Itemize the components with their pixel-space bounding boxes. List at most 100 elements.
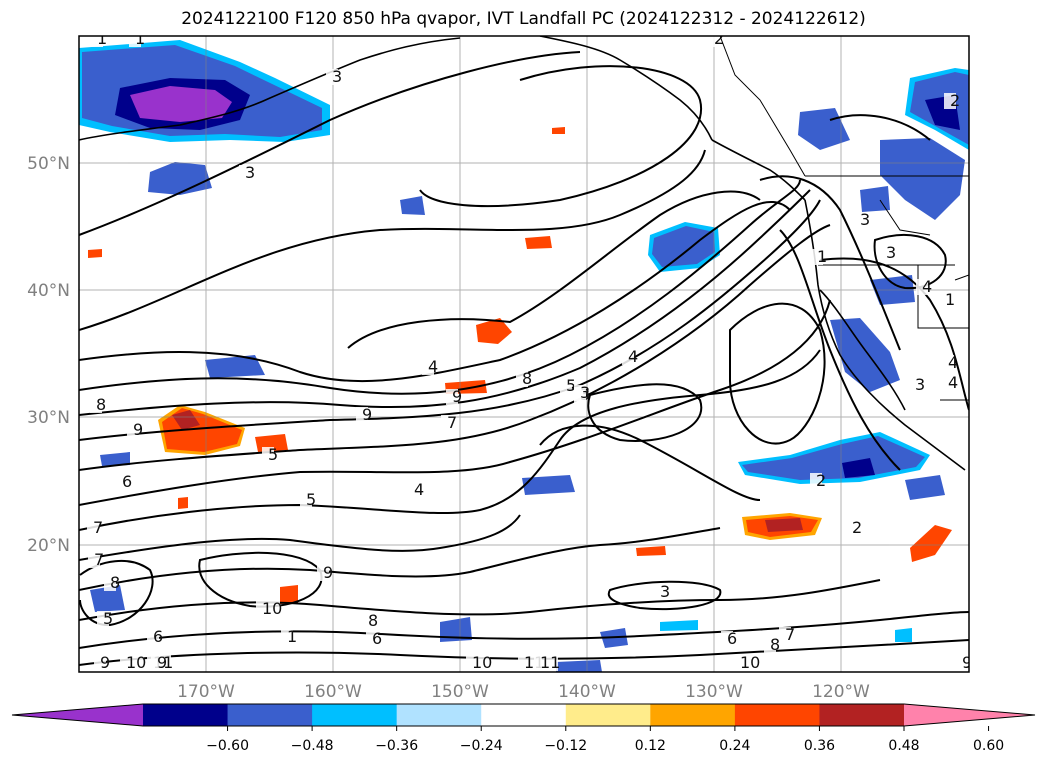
lat-label-20n: 20°N [27, 536, 70, 556]
anomaly-region [148, 162, 212, 195]
contour-label-background [97, 611, 109, 627]
contour-label-background [116, 474, 128, 490]
contour-label-background [147, 629, 159, 645]
lon-label-170w: 170°W [177, 682, 235, 702]
anomaly-region [280, 585, 298, 604]
colorbar-tick-label: −0.12 [544, 738, 587, 754]
contour-line [347, 190, 761, 349]
contour-label-background [560, 378, 572, 394]
contour-label: 10 [126, 653, 146, 672]
contour-label-background [94, 655, 106, 671]
border-line [879, 199, 931, 236]
contour-label: 9 [323, 563, 333, 582]
lon-label-150w: 150°W [431, 682, 489, 702]
contour-label: 9 [362, 405, 372, 424]
contour-label-background [281, 629, 293, 645]
contour-label: 8 [368, 611, 378, 630]
contour-label: 1 [287, 627, 297, 646]
contour-label-background [422, 359, 434, 375]
colorbar-tick-label: 0.36 [804, 738, 835, 754]
anomaly-region [660, 620, 698, 631]
contour-label: 5 [566, 376, 576, 395]
contour-label-background [466, 655, 490, 671]
anomaly-region [636, 546, 666, 556]
contour-label: 2 [852, 518, 862, 537]
contour-label-background [127, 422, 139, 438]
colorbar-segment [227, 704, 313, 726]
colorbar-segment [734, 704, 820, 726]
anomaly-region [525, 236, 552, 249]
contour-label-background [654, 584, 666, 600]
contour-label-background [764, 637, 776, 653]
contour-line [729, 302, 826, 445]
anomaly-region [895, 628, 912, 642]
contour-line [819, 257, 969, 411]
anomaly-region [172, 410, 200, 430]
contour-line [607, 580, 722, 611]
colorbar: −0.60 −0.48 −0.36 −0.24 −0.12 0.12 0.24 0.36 0.4… [11, 703, 1036, 754]
alaska-coast [539, 36, 713, 141]
colorbar-tick-label: −0.60 [206, 738, 249, 754]
contour-label: 8 [522, 369, 532, 388]
contour-line [79, 349, 821, 531]
colorbar-extend-high [904, 704, 1035, 726]
anomaly-region [842, 458, 875, 478]
contour-label: 4 [948, 353, 958, 372]
contour-label-background [362, 613, 374, 629]
colorbar-segment [650, 704, 736, 726]
contour-label: 11 [540, 653, 560, 672]
alaska-peninsula-coast [79, 37, 461, 141]
contour-label-background [846, 520, 858, 536]
lon-label-140w: 140°W [558, 682, 616, 702]
contour-line [79, 179, 801, 395]
contour-label: 6 [153, 627, 163, 646]
colorbar-tick-label: −0.48 [291, 738, 334, 754]
contour-label: 8 [110, 573, 120, 592]
contour-label-background [120, 655, 144, 671]
contour-label-background [916, 279, 928, 295]
longitude-labels: 170°W 160°W 150°W 140°W 130°W 120°W [177, 682, 870, 702]
contour-line [79, 200, 791, 383]
contour-label: 1 [135, 29, 145, 48]
contour-label: 9 [157, 653, 167, 672]
contour-label-background [356, 407, 368, 423]
anomaly-region [90, 585, 125, 612]
contour-label-background [880, 245, 892, 261]
contour-label-background [909, 377, 921, 393]
contour-label-background [91, 36, 103, 47]
contour-label: 6 [122, 472, 132, 491]
anomaly-region [205, 355, 265, 378]
contour-label-background [441, 415, 453, 431]
contour-line [759, 175, 901, 351]
contour-label-background [317, 565, 329, 581]
border-line [719, 36, 806, 177]
lat-label-30n: 30°N [27, 408, 70, 428]
contour-label-background [622, 349, 634, 365]
contour-label: 3 [660, 582, 670, 601]
contour-line [79, 579, 881, 621]
contour-label: 5 [306, 490, 316, 509]
colorbar-segment [143, 704, 229, 726]
colorbar-extend-low [12, 704, 143, 726]
contour-label: 3 [245, 163, 255, 182]
contour-label: 10 [740, 653, 760, 672]
baja-coast [819, 289, 906, 411]
contour-label: 1 [97, 29, 107, 48]
contour-line [79, 299, 831, 506]
contour-label: 2 [950, 91, 960, 110]
contour-label: 10 [472, 653, 492, 672]
contour-label: 3 [332, 67, 342, 86]
colorbar-segment [396, 704, 482, 726]
anomaly-region [910, 525, 952, 562]
anomaly-region [522, 475, 575, 495]
contour-line [79, 149, 706, 331]
contour-label-background [779, 627, 791, 643]
anomaly-region [400, 196, 425, 215]
colorbar-tick-label: 0.24 [719, 738, 750, 754]
contour-label-background [942, 355, 954, 371]
contour-label: 9 [133, 420, 143, 439]
contour-label: 8 [96, 395, 106, 414]
map-panel: 1123233413144897953489965542297851610867… [79, 29, 969, 672]
contour-label: 4 [414, 480, 424, 499]
map-title: 2024122100 F120 850 hPa qvapor, IVT Land… [181, 9, 866, 29]
